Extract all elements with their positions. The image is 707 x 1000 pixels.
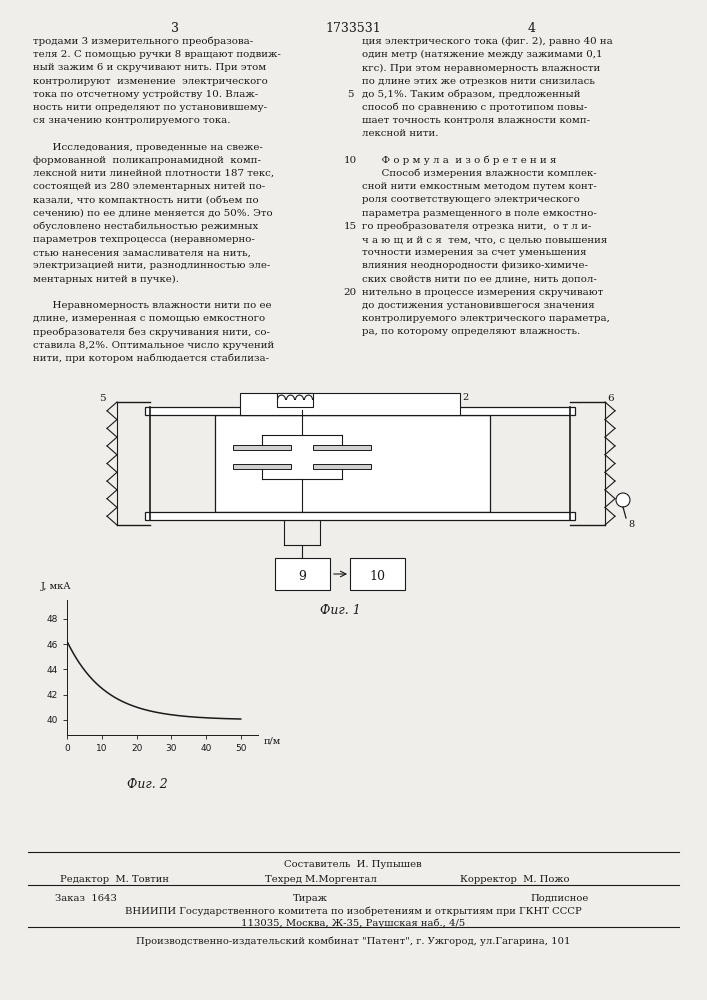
Text: 15: 15 xyxy=(344,222,356,231)
Bar xyxy=(215,415,490,512)
Text: преобразователя без скручивания нити, со-: преобразователя без скручивания нити, со… xyxy=(33,327,270,337)
Text: 4: 4 xyxy=(338,407,344,416)
Text: один метр (натяжение между зажимами 0,1: один метр (натяжение между зажимами 0,1 xyxy=(362,50,602,59)
Text: лексной нити.: лексной нити. xyxy=(362,129,438,138)
Text: роля соответствующего электрического: роля соответствующего электрического xyxy=(362,195,580,204)
Bar xyxy=(275,558,330,590)
Text: до достижения установившегося значения: до достижения установившегося значения xyxy=(362,301,595,310)
Text: 1: 1 xyxy=(315,393,321,402)
Text: влияния неоднородности физико-химиче-: влияния неоднородности физико-химиче- xyxy=(362,261,588,270)
Bar xyxy=(233,464,291,469)
Bar xyxy=(240,393,460,415)
Text: Заказ  1643: Заказ 1643 xyxy=(55,894,117,903)
Bar xyxy=(233,445,291,450)
Text: ских свойств нити по ее длине, нить допол-: ских свойств нити по ее длине, нить допо… xyxy=(362,275,597,284)
Text: Фиг. 1: Фиг. 1 xyxy=(320,604,361,617)
Text: 1733531: 1733531 xyxy=(325,22,381,35)
Text: 3: 3 xyxy=(258,407,264,416)
Text: п/м: п/м xyxy=(264,736,281,745)
Text: Производственно-издательский комбинат "Патент", г. Ужгород, ул.Гагарина, 101: Производственно-издательский комбинат "П… xyxy=(136,936,571,946)
Text: сечению) по ее длине меняется до 50%. Это: сечению) по ее длине меняется до 50%. Эт… xyxy=(33,209,273,218)
Text: ный зажим 6 и скручивают нить. При этом: ный зажим 6 и скручивают нить. При этом xyxy=(33,63,267,72)
Text: 3: 3 xyxy=(171,22,179,35)
Text: тока по отсчетному устройству 10. Влаж-: тока по отсчетному устройству 10. Влаж- xyxy=(33,90,258,99)
Text: Ф о р м у л а  и з о б р е т е н и я: Ф о р м у л а и з о б р е т е н и я xyxy=(362,156,556,165)
Text: 9: 9 xyxy=(298,570,306,583)
Circle shape xyxy=(616,493,630,507)
Text: ра, по которому определяют влажность.: ра, по которому определяют влажность. xyxy=(362,327,580,336)
Text: ция электрического тока (фиг. 2), равно 40 на: ция электрического тока (фиг. 2), равно … xyxy=(362,37,613,46)
Text: ся значению контролируемого тока.: ся значению контролируемого тока. xyxy=(33,116,230,125)
Text: ность нити определяют по установившему-: ность нити определяют по установившему- xyxy=(33,103,267,112)
Text: точности измерения за счет уменьшения: точности измерения за счет уменьшения xyxy=(362,248,587,257)
Text: Тираж: Тираж xyxy=(293,894,327,903)
Text: 10: 10 xyxy=(344,156,356,165)
Text: обусловлено нестабильностью режимных: обусловлено нестабильностью режимных xyxy=(33,222,258,231)
Text: 2: 2 xyxy=(462,393,468,402)
Text: теля 2. С помощью ручки 8 вращают подвиж-: теля 2. С помощью ручки 8 вращают подвиж… xyxy=(33,50,281,59)
Text: 4: 4 xyxy=(528,22,536,35)
Text: до 5,1%. Таким образом, предложенный: до 5,1%. Таким образом, предложенный xyxy=(362,90,580,99)
Text: 5: 5 xyxy=(346,90,354,99)
Text: способ по сравнению с прототипом повы-: способ по сравнению с прототипом повы- xyxy=(362,103,588,112)
Text: го преобразователя отрезка нити,  о т л и-: го преобразователя отрезка нити, о т л и… xyxy=(362,222,591,231)
Text: 5: 5 xyxy=(99,394,105,403)
Bar xyxy=(313,464,371,469)
Text: длине, измеренная с помощью емкостного: длине, измеренная с помощью емкостного xyxy=(33,314,265,323)
Text: тродами 3 измерительного преобразова-: тродами 3 измерительного преобразова- xyxy=(33,37,253,46)
Text: 8: 8 xyxy=(628,520,634,529)
Text: Способ измерения влажности комплек-: Способ измерения влажности комплек- xyxy=(362,169,597,178)
Text: Корректор  М. Пожо: Корректор М. Пожо xyxy=(460,875,570,884)
Text: контролируемого электрического параметра,: контролируемого электрического параметра… xyxy=(362,314,610,323)
Text: шает точность контроля влажности комп-: шает точность контроля влажности комп- xyxy=(362,116,590,125)
Text: сной нити емкостным методом путем конт-: сной нити емкостным методом путем конт- xyxy=(362,182,597,191)
Text: Техред М.Моргентал: Техред М.Моргентал xyxy=(265,875,377,884)
Text: 113035, Москва, Ж-35, Раушская наб., 4/5: 113035, Москва, Ж-35, Раушская наб., 4/5 xyxy=(241,918,465,928)
Text: 6: 6 xyxy=(607,394,614,403)
Text: 10: 10 xyxy=(370,570,385,583)
Bar xyxy=(145,407,575,415)
Text: состоящей из 280 элементарных нитей по-: состоящей из 280 элементарных нитей по- xyxy=(33,182,265,191)
Bar xyxy=(313,445,371,450)
Text: казали, что компактность нити (объем по: казали, что компактность нити (объем по xyxy=(33,195,259,204)
Text: Подписное: Подписное xyxy=(531,894,589,903)
Text: Неравномерность влажности нити по ее: Неравномерность влажности нити по ее xyxy=(33,301,271,310)
Text: J, мкА: J, мкА xyxy=(40,582,71,591)
Text: стью нанесения замасливателя на нить,: стью нанесения замасливателя на нить, xyxy=(33,248,251,257)
Text: ч а ю щ и й с я  тем, что, с целью повышения: ч а ю щ и й с я тем, что, с целью повыше… xyxy=(362,235,607,244)
Text: Исследования, проведенные на свеже-: Исследования, проведенные на свеже- xyxy=(33,143,263,152)
Text: ментарных нитей в пучке).: ментарных нитей в пучке). xyxy=(33,275,179,284)
Text: электризацией нити, разнодлинностью эле-: электризацией нити, разнодлинностью эле- xyxy=(33,261,270,270)
Text: Составитель  И. Пупышев: Составитель И. Пупышев xyxy=(284,860,422,869)
Text: Редактор  М. Товтин: Редактор М. Товтин xyxy=(60,875,169,884)
Bar xyxy=(145,512,575,520)
Text: кгс). При этом неравномерность влажности: кгс). При этом неравномерность влажности xyxy=(362,63,600,73)
Text: нити, при котором наблюдается стабилиза-: нити, при котором наблюдается стабилиза- xyxy=(33,354,269,363)
Text: Фиг. 2: Фиг. 2 xyxy=(127,778,168,791)
Text: формованной  поликапронамидной  комп-: формованной поликапронамидной комп- xyxy=(33,156,261,165)
Text: ставила 8,2%. Оптимальное число кручений: ставила 8,2%. Оптимальное число кручений xyxy=(33,341,274,350)
Text: 20: 20 xyxy=(344,288,356,297)
Text: нительно в процессе измерения скручивают: нительно в процессе измерения скручивают xyxy=(362,288,603,297)
Text: контролируют  изменение  электрического: контролируют изменение электрического xyxy=(33,77,268,86)
Text: лексной нити линейной плотности 187 текс,: лексной нити линейной плотности 187 текс… xyxy=(33,169,274,178)
Text: ВНИИПИ Государственного комитета по изобретениям и открытиям при ГКНТ СССР: ВНИИПИ Государственного комитета по изоб… xyxy=(124,906,581,916)
Bar xyxy=(350,558,405,590)
Text: по длине этих же отрезков нити снизилась: по длине этих же отрезков нити снизилась xyxy=(362,77,595,86)
Text: параметра размещенного в поле емкостно-: параметра размещенного в поле емкостно- xyxy=(362,209,597,218)
Bar xyxy=(277,393,313,407)
Text: параметров техпроцесса (неравномерно-: параметров техпроцесса (неравномерно- xyxy=(33,235,255,244)
